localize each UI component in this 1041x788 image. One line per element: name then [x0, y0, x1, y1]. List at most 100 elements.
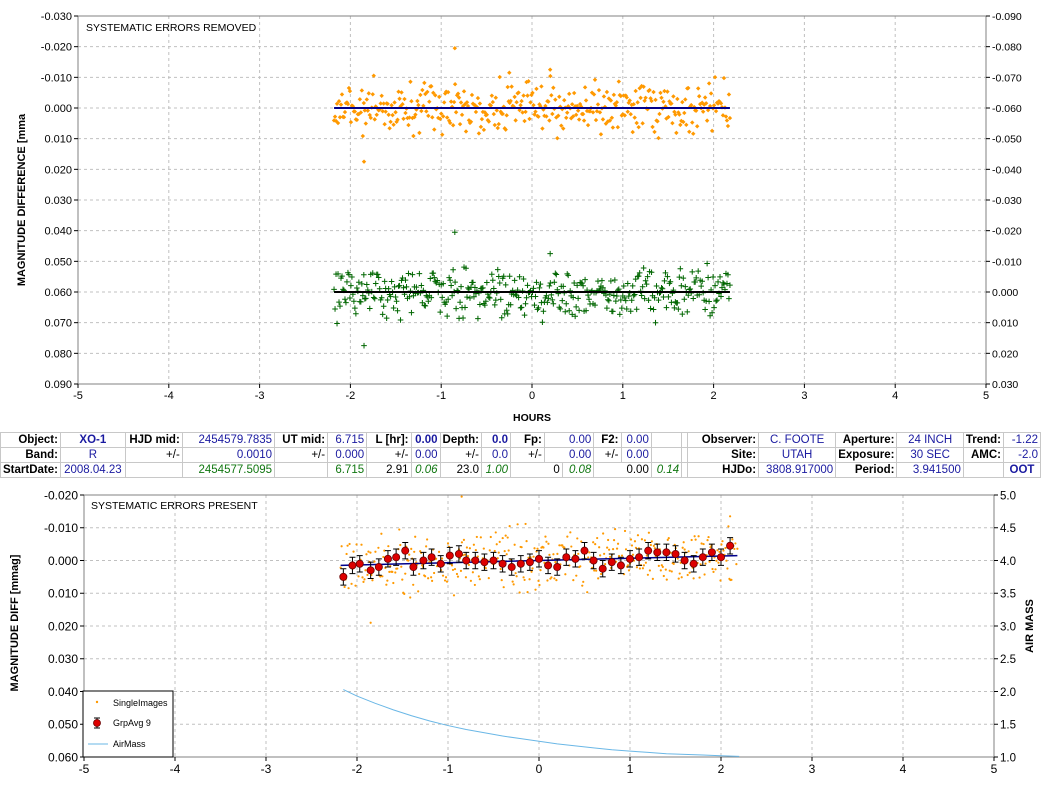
data-point: [380, 109, 385, 114]
data-point: [586, 591, 589, 594]
data-point: [577, 552, 580, 555]
utmid-value: 6.715: [327, 432, 368, 448]
data-point: [573, 304, 579, 310]
data-point: [720, 280, 726, 286]
data-point: [680, 576, 683, 579]
data-point: [636, 270, 643, 276]
data-point: [452, 229, 458, 235]
data-point: [620, 554, 624, 557]
data-point: [625, 293, 632, 299]
data-point: [423, 91, 428, 97]
data-point: [381, 278, 388, 285]
data-point: [656, 135, 661, 141]
y2-tick-label: -0.090: [992, 11, 1022, 23]
data-point: [388, 278, 395, 285]
data-point: [413, 550, 416, 553]
data-point: [627, 569, 631, 572]
data-point: [508, 525, 511, 528]
x-tick-label: 5: [991, 762, 998, 776]
data-point: [572, 578, 575, 582]
data-point: [573, 112, 579, 118]
data-point: [620, 112, 625, 117]
data-point: [388, 119, 393, 125]
data-point: [612, 277, 618, 283]
data-point: [715, 279, 721, 285]
data-point: [478, 578, 481, 581]
data-point: [503, 307, 510, 314]
data-point: [512, 583, 515, 586]
data-point: [605, 296, 611, 303]
data-point: [721, 75, 727, 81]
group-average-point: [598, 564, 607, 573]
data-point: [604, 563, 607, 566]
data-point: [483, 298, 489, 305]
data-point: [624, 95, 629, 100]
data-point: [600, 285, 606, 291]
data-point: [653, 97, 658, 103]
data-point: [557, 306, 564, 312]
data-point: [380, 303, 387, 310]
data-point: [418, 572, 421, 576]
data-point: [434, 277, 441, 284]
data-point: [731, 538, 734, 541]
data-point: [671, 305, 678, 311]
data-point: [695, 268, 701, 274]
data-point: [724, 546, 727, 550]
data-point: [690, 295, 697, 302]
data-point: [354, 117, 360, 123]
data-point: [680, 99, 685, 105]
data-point: [337, 303, 343, 309]
data-point: [487, 295, 493, 301]
data-point: [565, 272, 572, 279]
x-tick-label: 5: [983, 390, 989, 402]
data-point: [431, 90, 436, 96]
data-point: [395, 117, 400, 122]
data-point: [576, 117, 582, 122]
data-point: [666, 114, 671, 120]
data-point: [659, 569, 662, 572]
data-point: [552, 270, 559, 277]
data-point: [582, 580, 585, 583]
data-point: [522, 300, 529, 307]
data-point: [396, 567, 399, 570]
data-point: [601, 94, 607, 99]
depth-label: Depth:: [439, 432, 482, 448]
data-point: [595, 569, 598, 572]
data-point: [349, 274, 355, 280]
group-average-point: [626, 554, 635, 563]
data-point: [431, 579, 434, 582]
data-point: [445, 296, 451, 303]
data-point: [399, 90, 404, 95]
data-point: [450, 266, 456, 273]
data-point: [530, 570, 533, 573]
spacer-cell: [124, 462, 183, 478]
data-point: [632, 115, 637, 120]
x-tick-label: 1: [627, 762, 634, 776]
data-point: [635, 100, 640, 105]
data-point: [645, 554, 648, 557]
data-point: [667, 278, 674, 285]
data-point: [527, 116, 532, 122]
data-point: [523, 578, 526, 582]
data-point: [648, 96, 653, 101]
data-point: [729, 515, 732, 518]
f2-pm-label: +/-: [593, 447, 622, 463]
data-point: [586, 296, 592, 303]
y-tick-label: 0.030: [48, 652, 78, 666]
data-point: [580, 111, 586, 117]
data-point: [538, 583, 541, 587]
data-point: [649, 98, 654, 104]
data-point: [393, 298, 400, 305]
data-point: [410, 547, 413, 550]
data-point: [616, 79, 622, 84]
exposure-label: Exposure:: [835, 447, 898, 463]
data-point: [409, 596, 412, 599]
data-point: [633, 88, 638, 94]
data-point: [448, 99, 454, 104]
y-tick-label: 0.060: [44, 287, 72, 299]
data-point: [587, 109, 593, 114]
data-point: [599, 554, 602, 557]
data-point: [468, 119, 474, 124]
data-point: [555, 135, 560, 141]
data-point: [603, 292, 609, 298]
